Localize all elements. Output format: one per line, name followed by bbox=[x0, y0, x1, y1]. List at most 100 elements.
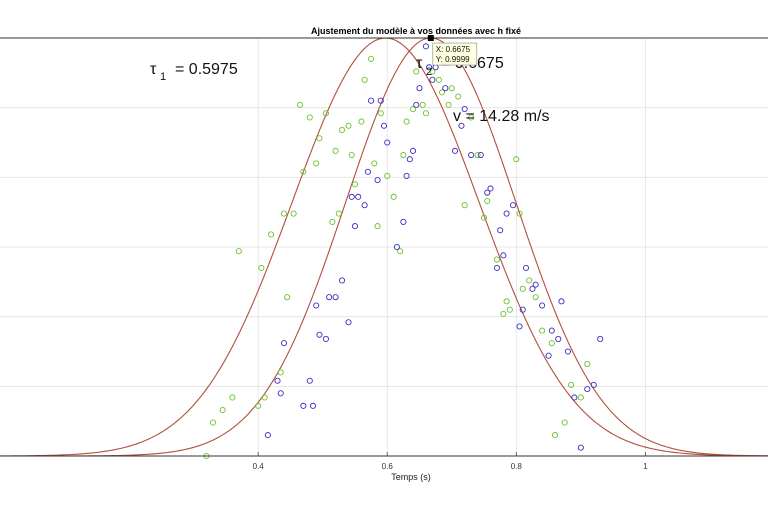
data-point-blue bbox=[300, 402, 307, 409]
data-point-blue bbox=[558, 298, 565, 305]
data-point-green bbox=[284, 294, 291, 301]
chart-title: Ajustement du modèle à vos données avec … bbox=[311, 26, 521, 36]
data-point-blue bbox=[510, 202, 517, 209]
data-point-blue bbox=[532, 281, 539, 288]
data-point-green bbox=[526, 277, 533, 284]
data-point-blue bbox=[406, 156, 413, 163]
data-point-green bbox=[532, 294, 539, 301]
data-point-green bbox=[235, 248, 242, 255]
data-point-green bbox=[409, 106, 417, 113]
data-point-blue bbox=[361, 202, 368, 209]
data-point-blue bbox=[571, 394, 578, 401]
data-point-green bbox=[374, 223, 381, 230]
data-point-green bbox=[261, 394, 268, 401]
data-point-green bbox=[361, 76, 368, 83]
data-point-green bbox=[258, 264, 265, 271]
data-point-blue bbox=[451, 147, 459, 154]
data-point-green bbox=[371, 160, 378, 167]
data-point-blue bbox=[332, 294, 339, 301]
data-point-blue bbox=[461, 106, 468, 113]
data-point-blue bbox=[497, 227, 504, 234]
data-point-green bbox=[280, 210, 288, 217]
data-point-blue bbox=[264, 432, 271, 439]
data-point-green bbox=[390, 193, 397, 200]
data-point-green bbox=[551, 432, 559, 439]
data-point-green bbox=[297, 101, 304, 108]
data-point-blue bbox=[429, 76, 436, 83]
data-point-green bbox=[419, 101, 426, 108]
data-point-green bbox=[413, 68, 420, 75]
data-point-green bbox=[313, 160, 320, 167]
data-point-green bbox=[368, 55, 375, 62]
data-point-blue bbox=[380, 122, 388, 129]
data-point-green bbox=[377, 110, 384, 117]
data-point-green bbox=[422, 110, 429, 117]
data-point-green bbox=[455, 93, 462, 100]
data-point-green bbox=[474, 151, 481, 159]
data-point-green bbox=[516, 210, 523, 217]
data-point-blue bbox=[326, 294, 333, 301]
data-point-green bbox=[345, 122, 352, 129]
data-point-green bbox=[513, 156, 520, 163]
data-point-blue bbox=[393, 243, 400, 251]
data-point-blue bbox=[522, 264, 530, 271]
x-tick-label: 0.6 bbox=[382, 462, 394, 471]
data-point-blue bbox=[280, 340, 288, 347]
data-point-green bbox=[503, 298, 510, 305]
data-point-green bbox=[539, 327, 546, 334]
data-point-blue bbox=[529, 285, 536, 292]
data-point-green bbox=[209, 419, 217, 426]
data-point-blue bbox=[555, 335, 562, 343]
data-point-green bbox=[229, 394, 236, 401]
axes: 0.4 0.6 0.8 1 bbox=[0, 37, 768, 471]
velocity-annotation: v = 14.28 m/s bbox=[453, 108, 550, 125]
data-point-blue bbox=[313, 302, 320, 309]
x-tick-label: 0.4 bbox=[253, 462, 265, 471]
data-point-green bbox=[403, 118, 410, 125]
data-point-blue bbox=[458, 122, 465, 129]
data-point-blue bbox=[364, 168, 371, 175]
data-point-blue bbox=[351, 223, 359, 230]
data-point-green bbox=[439, 89, 446, 96]
data-point-blue bbox=[355, 193, 362, 200]
x-tick-label: 1 bbox=[643, 462, 648, 471]
data-point-green bbox=[448, 85, 455, 92]
data-point-blue bbox=[339, 277, 346, 284]
annotation-tau1: τ 1 = 0.5975 bbox=[150, 61, 238, 83]
fit-curve-2 bbox=[0, 37, 768, 457]
data-point-blue bbox=[413, 101, 420, 108]
data-point-blue bbox=[500, 252, 507, 259]
data-point-blue bbox=[577, 444, 584, 451]
data-point-blue bbox=[548, 327, 555, 334]
data-point-green bbox=[306, 114, 313, 121]
data-point-green bbox=[561, 419, 568, 426]
data-point-green bbox=[429, 68, 436, 75]
data-point-blue bbox=[493, 264, 500, 271]
data-point-green bbox=[335, 210, 342, 217]
data-point-blue bbox=[384, 139, 391, 146]
tau2-symbol: τ bbox=[416, 55, 423, 72]
data-point-blue bbox=[432, 64, 439, 71]
data-point-green bbox=[339, 126, 346, 134]
data-point-blue bbox=[539, 302, 546, 309]
data-point-green bbox=[351, 181, 359, 188]
data-point-green bbox=[329, 218, 336, 225]
data-point-blue bbox=[374, 177, 381, 184]
data-point-blue bbox=[274, 377, 281, 384]
x-axis-label: Temps (s) bbox=[391, 472, 431, 482]
data-point-green bbox=[548, 340, 555, 347]
tau1-subscript: 1 bbox=[160, 71, 166, 83]
data-point-green bbox=[316, 135, 323, 142]
data-point-green bbox=[584, 360, 591, 368]
data-point-blue bbox=[503, 210, 510, 217]
data-point-blue bbox=[564, 348, 571, 355]
data-point-blue bbox=[597, 335, 604, 343]
data-point-blue bbox=[403, 172, 410, 179]
datatip-marker[interactable] bbox=[427, 35, 434, 42]
data-point-green bbox=[577, 394, 584, 401]
datatip[interactable]: X: 0.6675 Y: 0.9999 bbox=[427, 35, 478, 66]
data-point-green bbox=[332, 147, 339, 154]
data-point-blue bbox=[468, 151, 475, 159]
data-point-blue bbox=[345, 319, 352, 326]
